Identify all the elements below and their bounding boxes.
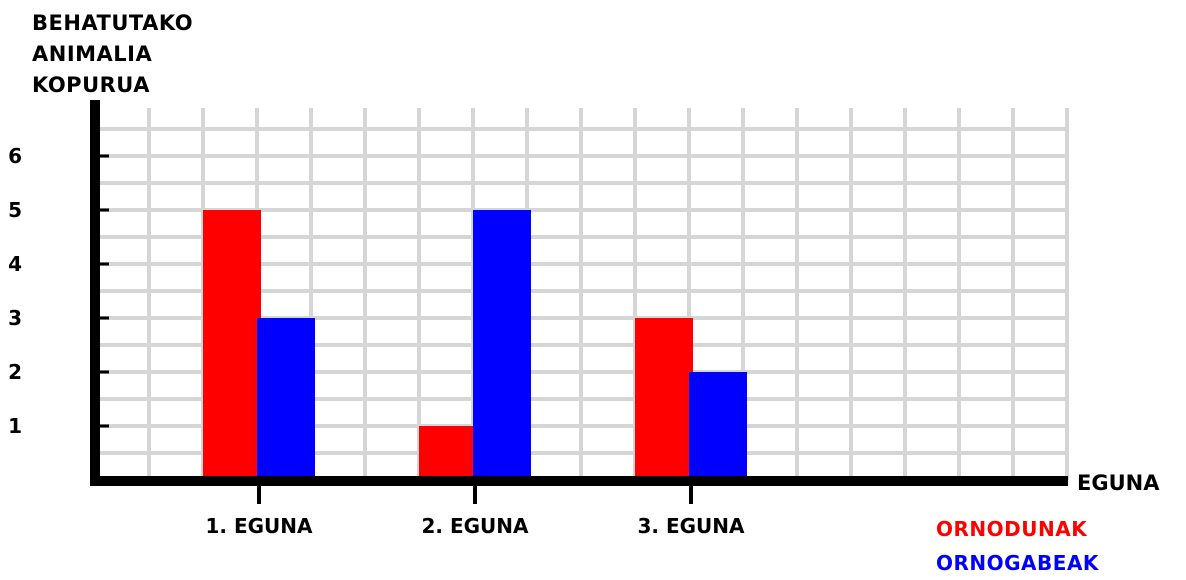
y-tick-label: 6 <box>8 144 22 168</box>
y-tick-label: 3 <box>8 306 22 330</box>
legend-entry-ornogabeak: ORNOGABEAK <box>936 551 1099 575</box>
labels: 1. EGUNA 2. EGUNA 3. EGUNA 1 2 3 4 5 6 EGUNA <box>8 144 1160 538</box>
x-tick-label: 2. EGUNA <box>421 514 529 538</box>
y-tick-label: 5 <box>8 198 22 222</box>
bar-ornodunak-1 <box>203 210 261 480</box>
y-axis-title-line: ANIMALIA <box>32 42 153 66</box>
y-axis-title-line: BEHATUTAKO <box>32 11 194 35</box>
bar-ornogabeak-3 <box>689 372 747 480</box>
bars <box>203 210 747 480</box>
y-tick-label: 2 <box>8 360 22 384</box>
axes <box>90 100 1068 504</box>
y-tick-label: 1 <box>8 414 22 438</box>
y-axis-title: BEHATUTAKO ANIMALIA KOPURUA <box>32 8 193 101</box>
bar-ornogabeak-1 <box>257 318 315 480</box>
x-tick-label: 3. EGUNA <box>637 514 745 538</box>
bar-ornogabeak-2 <box>473 210 531 480</box>
x-tick-label: 1. EGUNA <box>205 514 313 538</box>
y-axis-title-line: KOPURUA <box>32 73 150 97</box>
x-axis-title: EGUNA <box>1077 471 1160 495</box>
grid <box>95 108 1069 480</box>
y-tick-label: 4 <box>8 252 22 276</box>
bar-ornodunak-2 <box>419 426 477 480</box>
bar-ornodunak-3 <box>635 318 693 480</box>
legend-entry-ornodunak: ORNODUNAK <box>936 517 1088 541</box>
